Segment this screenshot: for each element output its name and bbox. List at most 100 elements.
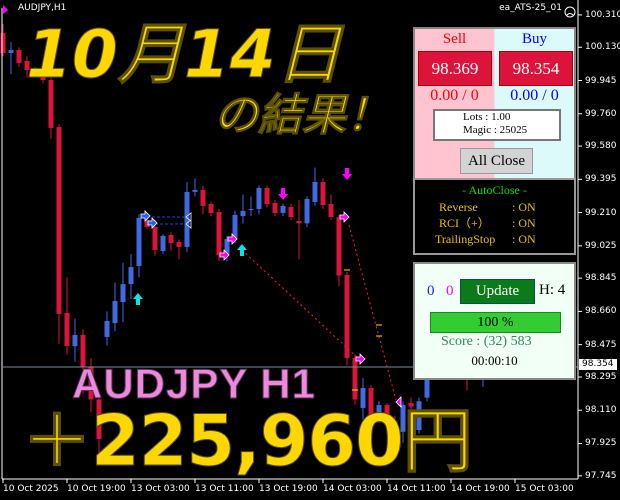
candle-body [296,221,302,224]
candle-body [144,219,150,227]
buy-pnl: 0.00 / 0 [510,87,559,104]
price-tick-label: 99.760 [585,108,617,119]
all-close-button[interactable]: All Close [460,148,533,174]
candle-body [328,203,334,218]
autoclose-rci-value[interactable]: : ON [512,216,536,230]
buy-signal-up-arrow-icon [237,244,247,256]
time-tick-label: 15 Oct 03:00 [515,484,574,494]
candle-body [96,399,102,439]
price-tick-label: 98.295 [585,371,617,382]
status-panel: 0 0 Update H: 4 100 % Score : (32) 583 0… [413,262,576,380]
candle-body [48,79,54,128]
candle-body [384,405,390,422]
result-title: の結果！ [214,90,391,141]
price-tick-label: 99.025 [585,240,617,251]
candle-body [344,274,350,359]
candle-body [32,70,38,73]
candle-body [136,217,142,266]
price-tick-label: 98.110 [585,405,617,416]
candle-body [232,214,238,239]
candle-body [56,127,62,314]
candle-body [376,405,382,418]
candle-body [272,203,278,213]
candle-body [24,60,30,71]
autoclose-panel: - AutoClose - Reverse : ON RCI（+） : ON T… [413,178,576,255]
candle-body [72,334,78,347]
candle-body [312,182,318,202]
sell-signal-down-arrow-icon [342,168,352,180]
time-tick-label: 13 Oct 11:00 [195,484,254,494]
candle-body [88,366,94,400]
autoclose-trailing-value[interactable]: : ON [512,232,536,246]
update-button[interactable]: Update [460,279,535,304]
candle-body [40,72,46,80]
time-tick-label: 14 Oct 19:00 [451,484,510,494]
ea-name: ea_ATS-25_01 [499,3,562,13]
sell-signal-down-arrow-icon [278,188,288,200]
candle-body [0,33,6,54]
buy-button[interactable]: 98.354 [499,51,573,86]
time-tick-label: 14 Oct 11:00 [387,484,446,494]
price-tick-label: 98.660 [585,306,617,317]
candle-body [288,207,294,218]
score-text: Score : (32) 583 [441,334,532,349]
price-tick-label: 99.945 [585,75,617,86]
lots-magic-box: Lots : 1.00 Magic : 25025 [433,109,561,141]
candle-body [264,187,270,204]
pair-label: AUDJPY H1 [72,360,316,407]
candle-body [240,210,246,216]
timer-text: 00:00:10 [471,353,518,368]
time-tick-label: 10 Oct 19:00 [67,484,126,494]
trade-panel: Sell Buy 98.369 98.354 0.00 / 0 0.00 / 0… [413,27,576,181]
candle-body [64,313,70,347]
sell-button[interactable]: 98.369 [418,51,492,86]
current-price-label: 98.354 [579,359,617,370]
price-tick-label: 99.580 [585,141,617,152]
lots-value: Lots : 1.00 [463,111,511,123]
price-tick-label: 99.210 [585,207,617,218]
h-value: H: 4 [539,282,566,298]
candle-body [360,387,366,408]
chart-symbol-title: AUDJPY,H1 [18,3,67,13]
candle-body [168,235,174,243]
candle-body [200,189,206,206]
candle-body [352,358,358,400]
progress-bar: 100 % [430,312,561,333]
candle-body [224,238,230,255]
buy-count: 0 [427,283,435,299]
candle-body [176,242,182,247]
autoclose-trailing-label: TrailingStop [435,232,496,246]
trade-line [241,249,361,361]
stop-level-marks [344,269,382,391]
candle-body [104,320,110,337]
candle-body [392,421,398,438]
candle-body [208,203,214,213]
candle-body [112,300,118,324]
price-tick-label: 100.310 [585,9,620,20]
sell-count: 0 [446,283,454,299]
candle-body [128,267,134,285]
candle-body [160,235,166,252]
candle-body [416,401,422,431]
candle-body [424,376,430,398]
candle-body [16,49,22,64]
price-tick-label: 100.130 [585,42,620,53]
price-tick-label: 97.925 [585,438,617,449]
entry-marker-icon [140,210,402,408]
sell-pnl: 0.00 / 0 [430,87,479,104]
autoclose-reverse-value[interactable]: : ON [512,200,536,214]
autoclose-rci-label: RCI（+） [439,216,490,230]
buy-signal-up-arrow-icon [133,293,143,305]
profit-amount: ＋225,960円 [22,400,474,482]
candle-body [256,187,262,209]
date-title: 10月14日 [26,16,343,93]
time-tick-label: 13 Oct 03:00 [131,484,190,494]
candle-body [192,189,198,192]
candle-body [400,404,406,432]
chart-arrow-icon [3,5,8,14]
candle-body [152,226,158,250]
trade-line [348,224,397,401]
time-tick-label: 13 Oct 19:00 [259,484,318,494]
candle-body [216,212,222,255]
magic-value: Magic : 25025 [463,124,528,136]
